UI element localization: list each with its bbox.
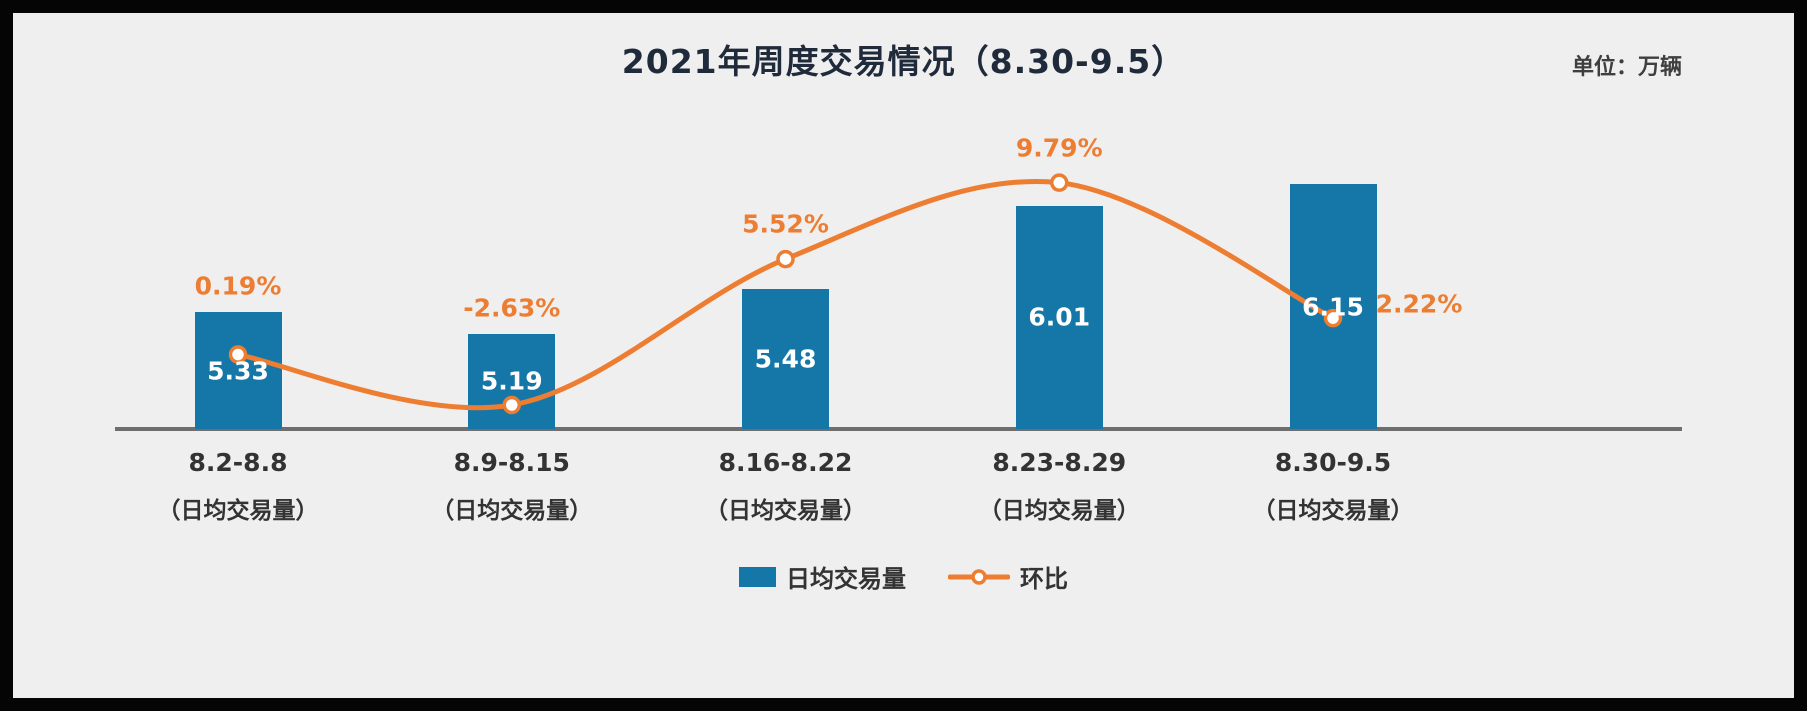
pct-label: 2.22% [1375, 289, 1463, 319]
bar-value-label: 5.19 [480, 366, 543, 396]
category-tick: 8.16-8.22 （日均交易量） [636, 448, 936, 525]
unit-label: 单位：万辆 [1571, 55, 1682, 80]
category-tick: 8.2-8.8 （日均交易量） [88, 448, 388, 525]
bar-value-label: 5.33 [207, 356, 269, 385]
chart-stage: 2021年周度交易情况（8.30-9.5） 单位：万辆 5.33 0.19% 8.2… [13, 13, 1794, 698]
line-marker [1050, 173, 1069, 192]
category-sublabel: （日均交易量） [431, 498, 593, 524]
category-sublabel: （日均交易量） [157, 498, 319, 524]
legend-bar-swatch [739, 566, 776, 587]
pct-label: -2.63% [463, 293, 561, 323]
chart-title: 2021年周度交易情况（8.30-9.5） [621, 42, 1186, 81]
bar-value-label: 6.01 [1028, 302, 1091, 332]
legend: 日均交易量 环比 [13, 559, 1794, 594]
plot-area: 5.33 0.19% 8.2-8.8 （日均交易量） 5.19 -2.63% 8.9-8.1… [13, 13, 1794, 698]
category-tick: 8.23-8.29 （日均交易量） [909, 448, 1209, 525]
legend-line-marker [971, 568, 987, 585]
category-tick: 8.9-8.15 （日均交易量） [362, 448, 662, 525]
pct-label: 5.52% [742, 209, 829, 239]
category-label: 8.16-8.22 [718, 448, 853, 477]
legend-line-label: 环比 [1020, 565, 1068, 593]
legend-bar-label: 日均交易量 [786, 565, 906, 593]
x-axis-line [115, 427, 1682, 431]
category-tick: 8.30-9.5 （日均交易量） [1183, 448, 1483, 525]
category-sublabel: （日均交易量） [978, 498, 1140, 524]
category-sublabel: （日均交易量） [705, 498, 866, 524]
pct-label: 0.19% [194, 271, 282, 301]
line-marker [776, 249, 795, 269]
category-label: 8.2-8.8 [188, 448, 288, 477]
pct-label: 9.79% [1015, 133, 1103, 163]
category-label: 8.23-8.29 [992, 448, 1127, 477]
category-label: 8.30-9.5 [1274, 448, 1392, 477]
category-sublabel: （日均交易量） [1252, 498, 1414, 524]
category-label: 8.9-8.15 [453, 448, 570, 477]
legend-line-icon [948, 568, 1010, 585]
legend-item-line: 环比 [948, 559, 1068, 594]
bar-value-label: 5.48 [754, 344, 817, 374]
legend-item-bar: 日均交易量 [739, 559, 906, 594]
bar-value-label: 6.15 [1302, 292, 1364, 322]
